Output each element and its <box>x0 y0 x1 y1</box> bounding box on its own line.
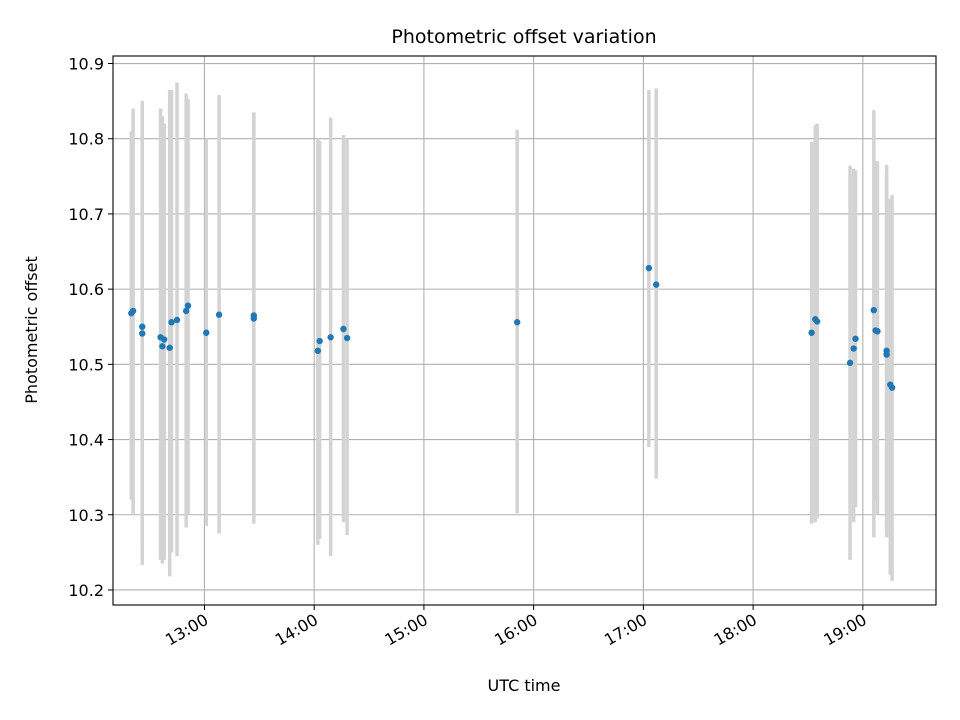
data-point <box>883 347 890 355</box>
y-tick-label: 10.2 <box>68 581 104 600</box>
y-tick-label: 10.7 <box>68 205 104 224</box>
data-point <box>813 318 821 325</box>
data-point <box>168 319 175 326</box>
data-point <box>846 359 854 367</box>
data-point <box>182 307 190 315</box>
data-point <box>129 307 137 315</box>
y-tick-label: 10.9 <box>68 55 104 74</box>
data-point <box>139 323 146 330</box>
data-points <box>128 264 896 391</box>
data-point <box>173 316 181 324</box>
data-point <box>159 343 166 350</box>
data-point <box>166 344 173 351</box>
y-tick-label: 10.4 <box>68 431 104 450</box>
data-point <box>888 384 896 391</box>
data-point <box>852 335 859 342</box>
data-point <box>808 329 815 336</box>
data-point <box>850 345 857 352</box>
data-point <box>215 311 223 318</box>
data-point <box>652 281 660 288</box>
y-axis-ticks: 10.2 10.3 10.4 10.5 10.6 10.7 10.8 10.9 <box>68 55 113 600</box>
data-point <box>314 347 322 355</box>
chart-title: Photometric offset variation <box>391 26 656 48</box>
grid-lines <box>113 56 936 605</box>
axes-frame <box>112 55 937 606</box>
data-point <box>161 336 168 343</box>
data-point <box>870 306 878 314</box>
data-point <box>139 330 146 337</box>
y-axis-label: Photometric offset <box>22 256 41 404</box>
y-tick-label: 10.8 <box>68 130 104 149</box>
y-tick-label: 10.6 <box>68 280 104 299</box>
x-axis-label: UTC time <box>488 676 561 695</box>
data-point <box>340 325 347 333</box>
y-tick-label: 10.3 <box>68 506 104 525</box>
data-point <box>645 264 653 272</box>
data-point <box>513 319 521 326</box>
data-point <box>184 302 192 309</box>
data-point <box>343 334 351 342</box>
data-point <box>316 337 323 345</box>
data-point <box>203 329 210 336</box>
y-tick-label: 10.5 <box>68 355 104 374</box>
data-point <box>327 334 334 341</box>
data-point <box>250 312 258 319</box>
data-point <box>874 328 881 335</box>
